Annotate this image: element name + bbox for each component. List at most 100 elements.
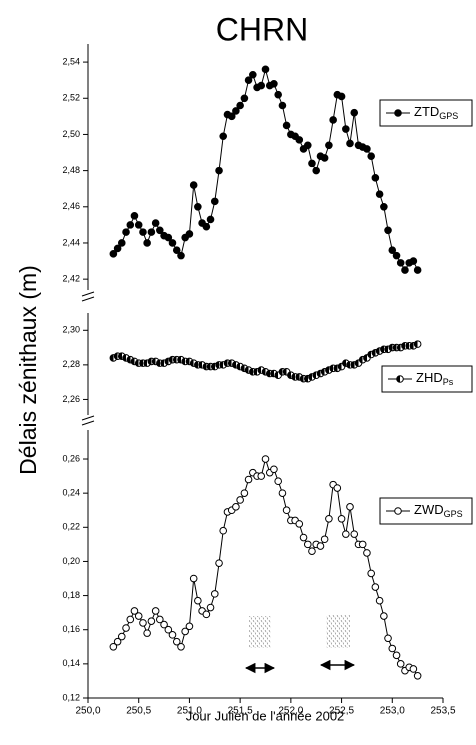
data-point bbox=[401, 266, 409, 274]
data-point bbox=[206, 603, 215, 612]
rain-patch bbox=[326, 615, 350, 648]
data-point bbox=[164, 233, 173, 242]
data-point bbox=[371, 583, 380, 591]
data-point bbox=[409, 665, 418, 673]
data-point bbox=[126, 221, 135, 229]
legend-marker bbox=[394, 507, 402, 515]
data-point bbox=[126, 615, 135, 624]
data-point bbox=[257, 81, 266, 90]
data-point bbox=[206, 215, 215, 224]
data-point bbox=[278, 489, 287, 497]
data-point bbox=[215, 559, 223, 567]
data-point bbox=[185, 230, 194, 238]
data-point bbox=[413, 266, 422, 274]
data-point bbox=[189, 574, 198, 583]
y-tick-label: 2,54 bbox=[62, 56, 80, 66]
legend-name: ZWD bbox=[414, 502, 444, 517]
data-point bbox=[295, 520, 304, 528]
data-point bbox=[363, 145, 371, 153]
data-point bbox=[303, 540, 312, 549]
data-point bbox=[249, 70, 257, 79]
data-point bbox=[392, 651, 401, 660]
rain-patch bbox=[249, 616, 271, 648]
data-point bbox=[194, 596, 202, 605]
data-point bbox=[139, 619, 147, 627]
data-point bbox=[143, 239, 151, 247]
y-tick-label: 2,50 bbox=[62, 129, 80, 139]
legend-subscript: GPS bbox=[439, 111, 458, 121]
y-tick-label: 2,28 bbox=[62, 359, 80, 369]
data-point bbox=[295, 136, 304, 144]
y-tick-label: 0,24 bbox=[62, 488, 80, 498]
data-point bbox=[134, 612, 143, 620]
legend-marker bbox=[394, 109, 402, 117]
data-point bbox=[130, 212, 139, 220]
break-mark bbox=[81, 420, 95, 426]
y-tick-label: 0,16 bbox=[62, 624, 80, 634]
data-point bbox=[320, 154, 329, 162]
data-point bbox=[122, 228, 130, 236]
data-point bbox=[308, 547, 316, 555]
data-point bbox=[337, 514, 346, 523]
x-tick-label: 252,0 bbox=[278, 706, 303, 717]
y-tick-label: 0,26 bbox=[62, 453, 80, 463]
data-point bbox=[388, 644, 397, 653]
data-point bbox=[244, 76, 253, 84]
data-point bbox=[333, 484, 342, 492]
data-point bbox=[117, 632, 126, 641]
x-tick-label: 251,0 bbox=[177, 706, 202, 717]
legend-subscript: GPS bbox=[444, 509, 463, 519]
data-point bbox=[113, 244, 122, 253]
data-point bbox=[156, 226, 164, 235]
data-point bbox=[270, 465, 278, 474]
data-point bbox=[303, 141, 312, 150]
data-point bbox=[342, 125, 350, 133]
data-point bbox=[282, 506, 291, 515]
data-point bbox=[109, 250, 118, 258]
legend-label: ZTDGPS bbox=[414, 104, 458, 121]
data-point bbox=[164, 625, 173, 634]
chart-title: CHRN bbox=[216, 11, 308, 47]
data-point bbox=[202, 610, 211, 619]
legend-label: ZHDPs bbox=[416, 370, 454, 387]
y-tick-label: 0,14 bbox=[62, 658, 80, 668]
data-point bbox=[261, 455, 270, 463]
legend-subscript: Ps bbox=[443, 377, 454, 387]
y-tick-label: 2,46 bbox=[62, 201, 80, 211]
legend-box bbox=[379, 99, 473, 127]
break-mark bbox=[81, 415, 95, 421]
data-point bbox=[109, 642, 118, 651]
data-point bbox=[329, 116, 337, 124]
y-tick-label: 2,42 bbox=[62, 274, 80, 284]
data-point bbox=[130, 607, 139, 615]
x-axis-label: Jour Julien de l'année 2002 bbox=[186, 708, 345, 723]
data-point bbox=[380, 202, 388, 211]
legend-name: ZTD bbox=[414, 104, 439, 119]
data-point bbox=[168, 239, 177, 247]
data-point bbox=[282, 121, 291, 130]
y-tick-label: 0,12 bbox=[62, 692, 80, 702]
data-point bbox=[384, 634, 392, 643]
data-point bbox=[177, 642, 185, 651]
data-point bbox=[270, 79, 278, 88]
data-point bbox=[156, 615, 164, 624]
data-point bbox=[371, 174, 380, 182]
data-point bbox=[134, 221, 143, 229]
data-point bbox=[299, 533, 308, 542]
data-point bbox=[122, 624, 130, 632]
data-point bbox=[202, 222, 211, 231]
break-mark bbox=[81, 291, 95, 297]
data-point bbox=[151, 219, 160, 227]
data-point bbox=[312, 166, 321, 175]
series-line bbox=[112, 67, 419, 272]
axis-break bbox=[81, 291, 95, 426]
x-tick-label: 252,5 bbox=[329, 706, 354, 717]
y-tick-label: 0,18 bbox=[62, 590, 80, 600]
data-point bbox=[215, 166, 223, 175]
data-point bbox=[139, 228, 147, 236]
data-point bbox=[346, 139, 354, 148]
data-point bbox=[244, 475, 253, 484]
data-point bbox=[160, 620, 168, 629]
data-point bbox=[413, 672, 422, 680]
